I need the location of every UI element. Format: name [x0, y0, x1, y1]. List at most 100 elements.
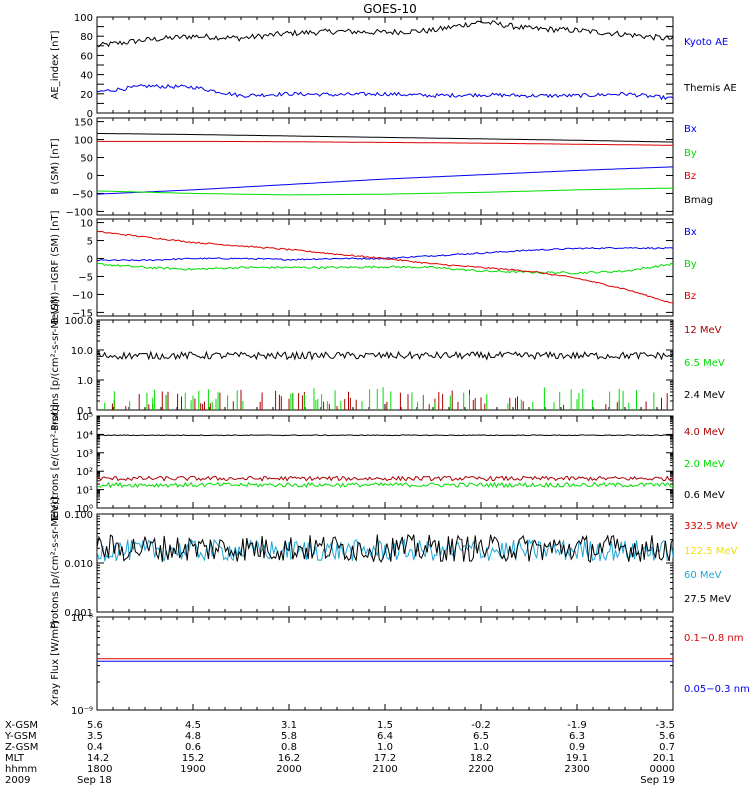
y-tick-label: 10¹ [76, 486, 93, 497]
y-tick-label: 0 [87, 171, 93, 182]
panel-xray_flux: 10⁻⁹ 10⁻⁸ Xray Flux [W/m²] 0.1−0.8 nm 0.05−0… [50, 613, 750, 717]
x-row-value: 4.8 [185, 731, 201, 742]
y-tick-label: 10⁻⁸ [71, 613, 93, 624]
y-tick-label: −100 [66, 207, 93, 218]
x-row-value: 4.5 [185, 720, 201, 731]
y-tick-label: 10⁴ [76, 430, 93, 441]
panel-frame [96, 415, 674, 509]
x-row-value: 0.4 [87, 742, 103, 753]
legend-entry: 27.5 MeV [684, 594, 731, 605]
x-row-value: 6.5 [473, 731, 489, 742]
x-row-value: 2100 [372, 764, 397, 775]
y-tick-label: 0 [87, 255, 93, 266]
x-row-value: 1.0 [473, 742, 489, 753]
legend-entry: 2.0 MeV [684, 459, 725, 470]
x-row-label: MLT [5, 753, 25, 764]
y-axis-label: Protons [p/(cm²-s-sr-MeV)] [50, 299, 61, 431]
y-tick-label: 0.001 [64, 608, 93, 619]
x-row-value: 5.6 [87, 720, 103, 731]
y-tick-label: 100 [74, 13, 93, 24]
legend-entry: 332.5 MeV [684, 521, 738, 532]
x-row-value: 0.9 [569, 742, 585, 753]
x-row-value: 2200 [468, 764, 493, 775]
legend-entry: Bmag [684, 195, 713, 206]
legend-entry: 12 MeV [684, 325, 722, 336]
y-axis-label: B (SM) [nT] [50, 138, 61, 194]
x-row-value: 3.5 [87, 731, 103, 742]
x-row-value: 14.2 [87, 753, 109, 764]
y-tick-label: 1.0 [77, 376, 93, 387]
panel-frame [96, 513, 674, 613]
x-row-label: X-GSM [5, 720, 38, 731]
x-row-value: 1800 [87, 764, 112, 775]
legend-entry: Kyoto AE [684, 37, 728, 48]
series-line-1 [97, 187, 673, 196]
end-date-label: Sep 19 [640, 775, 675, 786]
y-tick-label: 10² [76, 467, 93, 478]
legend-entry: Bz [684, 171, 696, 182]
x-row-value: 5.6 [659, 731, 675, 742]
y-tick-label: 80 [80, 32, 93, 43]
figure-title: GOES-10 [363, 2, 417, 16]
y-tick-label: 10 [80, 219, 93, 230]
legend-entry: 2.4 MeV [684, 390, 725, 401]
x-axis-annotation: X-GSM 5.6 4.5 3.1 1.5 -0.2 -1.9 -3.5 Y-GSM 3.5 4.8… [4, 720, 675, 786]
y-tick-label: 0.1 [77, 406, 93, 417]
y-tick-label: 10⁵ [76, 412, 93, 423]
y-tick-label: 40 [80, 71, 93, 82]
x-row-value: 1.0 [377, 742, 393, 753]
y-tick-label: −15 [72, 308, 93, 319]
legend-entry: 0.6 MeV [684, 490, 725, 501]
series-line-0 [97, 246, 673, 262]
y-tick-label: 5 [87, 237, 93, 248]
y-axis-label: Electrons [e/(cm²-s-sr)] [50, 404, 61, 520]
series-line-1 [104, 387, 655, 410]
x-row-value: 0.6 [185, 742, 201, 753]
year-label: 2009 [5, 775, 30, 786]
series-line-3 [97, 132, 673, 143]
x-row-value: 5.8 [281, 731, 297, 742]
x-row-value: 19.1 [566, 753, 588, 764]
legend-entry: 6.5 MeV [684, 358, 725, 369]
y-tick-label: 10⁻⁹ [71, 706, 93, 717]
y-tick-label: 60 [80, 51, 93, 62]
legend-entry: 4.0 MeV [684, 427, 725, 438]
x-row-label: hhmm [5, 764, 37, 775]
panel-frame [96, 319, 674, 411]
panel-b_minus_igrf: −15 −10 −5 0 5 10 B (SM)−IGRF (SM) [nT] Bx By Bz [50, 210, 697, 324]
x-row-value: -3.5 [655, 720, 675, 731]
panel-ae_index: 0 20 40 60 80 100 AE_index [nT] Kyoto AE Themis … [50, 13, 737, 120]
y-axis-label: B (SM)−IGRF (SM) [nT] [50, 210, 61, 324]
series-line-2 [97, 538, 673, 562]
y-tick-label: 10³ [76, 449, 93, 460]
series-line-1 [97, 481, 673, 489]
legend-entry: By [684, 259, 697, 270]
x-row-value: -0.2 [471, 720, 491, 731]
x-row-value: 2000 [276, 764, 301, 775]
series-line-0 [97, 166, 673, 195]
y-tick-label: 100.0 [64, 316, 93, 327]
y-tick-label: −5 [78, 272, 93, 283]
legend-entry: Bx [684, 227, 697, 238]
y-tick-label: 0.010 [64, 559, 93, 570]
x-row-value: 16.2 [278, 753, 300, 764]
series-line-2 [97, 350, 673, 361]
legend-entry: 0.05−0.3 nm [684, 684, 750, 695]
y-tick-label: −50 [72, 189, 93, 200]
y-tick-label: 10⁰ [76, 504, 93, 515]
x-row-value: 6.3 [569, 731, 585, 742]
x-row-value: 17.2 [374, 753, 396, 764]
series-line-3 [97, 533, 673, 563]
y-tick-label: 10.0 [71, 346, 93, 357]
y-tick-label: 50 [80, 154, 93, 165]
panel-electrons: 10⁰ 10¹ 10² 10³ 10⁴ 10⁵ Electrons [e/(cm²-s-sr… [50, 404, 725, 520]
legend-entry: Bz [684, 291, 696, 302]
x-row-label: Y-GSM [4, 731, 37, 742]
x-row-value: 15.2 [182, 753, 204, 764]
series-line-2 [97, 140, 673, 146]
y-tick-label: −10 [72, 290, 93, 301]
panel-frame [96, 117, 674, 216]
